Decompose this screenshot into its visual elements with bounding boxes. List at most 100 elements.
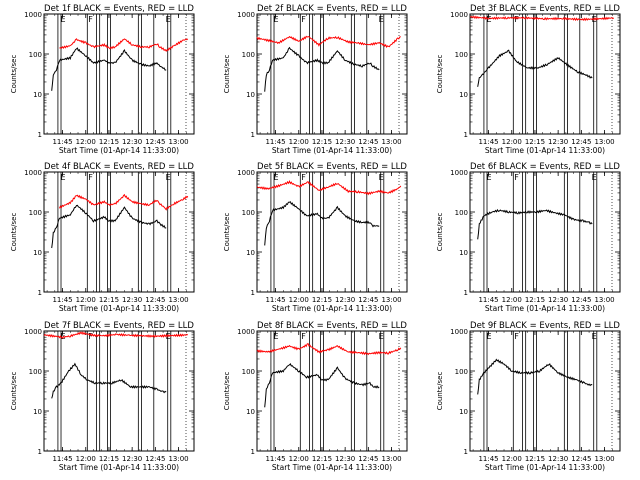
chart-title: Det 5f BLACK = Events, RED = LLD — [257, 162, 407, 172]
chart-panel-7: Det 7f BLACK = Events, RED = LLD Counts/s… — [10, 321, 195, 472]
lld-series-line — [469, 15, 615, 22]
x-axis-label: Start Time (01-Apr-14 11:33:00) — [272, 146, 392, 155]
y-axis-label: Counts/sec — [223, 55, 231, 94]
x-tick-label: 12:15 — [99, 455, 119, 463]
y-tick-label: 10 — [33, 91, 42, 99]
x-tick-label: 12:30 — [548, 138, 568, 146]
x-tick-label: 11:45 — [52, 138, 72, 146]
x-tick-label: 12:45 — [571, 138, 591, 146]
y-tick-label: 1 — [251, 448, 255, 456]
interval-marker-label: E — [592, 332, 597, 341]
interval-marker-label: E — [166, 332, 171, 341]
y-tick-label: 1 — [38, 448, 42, 456]
x-tick-label: 12:45 — [145, 455, 165, 463]
y-tick-label: 1000 — [237, 11, 255, 19]
lld-series-line — [59, 38, 189, 52]
x-tick-label: 13:00 — [381, 296, 401, 304]
y-tick-label: 10 — [459, 249, 468, 257]
chart-panel-6: Det 6f BLACK = Events, RED = LLD Counts/s… — [436, 162, 621, 313]
interval-marker-label: F — [88, 173, 93, 182]
y-tick-label: 1 — [464, 289, 468, 297]
interval-marker-label: E — [273, 332, 278, 341]
x-tick-label: 13:00 — [168, 455, 188, 463]
events-series-line — [51, 47, 167, 91]
chart-title: Det 1f BLACK = Events, RED = LLD — [44, 4, 194, 14]
y-tick-label: 1 — [464, 131, 468, 139]
chart-title: Det 8f BLACK = Events, RED = LLD — [257, 321, 407, 331]
x-tick-label: 12:15 — [312, 455, 332, 463]
interval-marker-label: E — [486, 15, 491, 24]
y-tick-label: 1 — [38, 131, 42, 139]
chart-panel-4: Det 4f BLACK = Events, RED = LLD Counts/s… — [10, 162, 195, 313]
interval-marker-label: F — [514, 15, 519, 24]
interval-marker-label: F — [301, 332, 306, 341]
x-tick-label: 11:45 — [478, 138, 498, 146]
lld-series-line — [256, 35, 401, 48]
y-tick-label: 1000 — [450, 11, 468, 19]
x-tick-label: 12:15 — [525, 455, 545, 463]
lld-series-line — [43, 331, 189, 339]
chart-title: Det 6f BLACK = Events, RED = LLD — [470, 162, 620, 172]
x-tick-label: 12:30 — [122, 296, 142, 304]
chart-panel-8: Det 8f BLACK = Events, RED = LLD Counts/s… — [223, 321, 408, 472]
y-tick-label: 10 — [246, 91, 255, 99]
y-tick-label: 1000 — [450, 169, 468, 177]
x-tick-label: 12:45 — [358, 455, 378, 463]
y-tick-label: 100 — [455, 209, 468, 217]
chart-title: Det 2f BLACK = Events, RED = LLD — [257, 4, 407, 14]
x-axis-label: Start Time (01-Apr-14 11:33:00) — [272, 463, 392, 472]
chart-panel-1: Det 1f BLACK = Events, RED = LLD Counts/s… — [10, 4, 195, 155]
x-tick-label: 12:15 — [525, 138, 545, 146]
y-tick-label: 100 — [455, 51, 468, 59]
y-tick-label: 1000 — [24, 11, 42, 19]
y-axis-label: Counts/sec — [223, 213, 231, 252]
x-tick-label: 12:15 — [99, 296, 119, 304]
x-tick-label: 12:00 — [76, 455, 96, 463]
y-tick-label: 1000 — [450, 328, 468, 336]
chart-title: Det 4f BLACK = Events, RED = LLD — [44, 162, 194, 172]
chart-title: Det 7f BLACK = Events, RED = LLD — [44, 321, 194, 331]
interval-marker-label: E — [486, 173, 491, 182]
x-tick-label: 11:45 — [52, 296, 72, 304]
interval-marker-label: E — [166, 15, 171, 24]
x-axis-label: Start Time (01-Apr-14 11:33:00) — [59, 304, 179, 313]
chart-title: Det 3f BLACK = Events, RED = LLD — [470, 4, 620, 14]
plot-frame — [469, 13, 621, 135]
x-tick-label: 12:45 — [571, 296, 591, 304]
chart-panel-2: Det 2f BLACK = Events, RED = LLD Counts/s… — [223, 4, 408, 155]
y-tick-label: 100 — [242, 209, 255, 217]
plot-frame — [469, 171, 621, 293]
y-tick-label: 1 — [251, 289, 255, 297]
interval-marker-label: F — [301, 15, 306, 24]
interval-marker-label: E — [379, 332, 384, 341]
x-tick-label: 11:45 — [52, 455, 72, 463]
chart-panel-3: Det 3f BLACK = Events, RED = LLD Counts/s… — [436, 4, 621, 155]
x-tick-label: 12:30 — [335, 296, 355, 304]
events-series-line — [477, 49, 593, 87]
y-tick-label: 10 — [246, 408, 255, 416]
x-tick-label: 12:45 — [145, 138, 165, 146]
y-axis-label: Counts/sec — [436, 372, 444, 411]
plot-frame — [43, 13, 195, 135]
x-axis-label: Start Time (01-Apr-14 11:33:00) — [485, 463, 605, 472]
y-tick-label: 10 — [33, 249, 42, 257]
events-series-line — [264, 46, 380, 92]
interval-marker-label: F — [514, 173, 519, 182]
x-tick-label: 11:45 — [478, 296, 498, 304]
y-tick-label: 10 — [246, 249, 255, 257]
interval-marker-label: E — [166, 173, 171, 182]
x-tick-label: 12:00 — [502, 296, 522, 304]
y-tick-label: 10 — [33, 408, 42, 416]
interval-marker-label: E — [592, 173, 597, 182]
x-tick-label: 12:15 — [312, 296, 332, 304]
x-tick-label: 12:00 — [289, 138, 309, 146]
x-tick-label: 12:00 — [289, 296, 309, 304]
interval-marker-label: E — [60, 15, 65, 24]
y-tick-label: 1000 — [237, 328, 255, 336]
events-series-line — [264, 201, 380, 246]
plot-frame — [256, 330, 408, 452]
x-tick-label: 12:30 — [122, 455, 142, 463]
events-series-line — [477, 358, 593, 395]
y-tick-label: 100 — [455, 368, 468, 376]
x-tick-label: 13:00 — [594, 296, 614, 304]
